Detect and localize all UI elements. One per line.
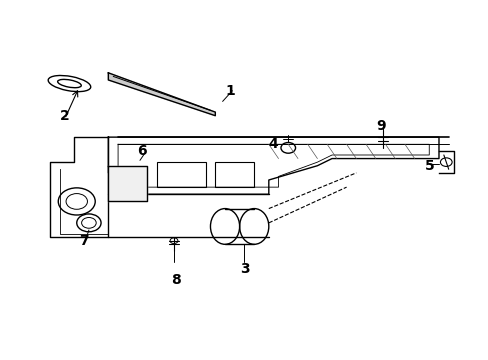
Text: 8: 8 xyxy=(171,273,181,287)
Text: 4: 4 xyxy=(268,137,278,151)
Text: 9: 9 xyxy=(375,120,385,134)
Text: 1: 1 xyxy=(224,84,234,98)
Text: 5: 5 xyxy=(424,159,433,173)
Text: 7: 7 xyxy=(79,234,89,248)
Polygon shape xyxy=(108,73,215,116)
Text: 3: 3 xyxy=(239,262,249,276)
Text: 6: 6 xyxy=(137,144,147,158)
Text: 2: 2 xyxy=(60,109,69,123)
Polygon shape xyxy=(108,166,147,202)
